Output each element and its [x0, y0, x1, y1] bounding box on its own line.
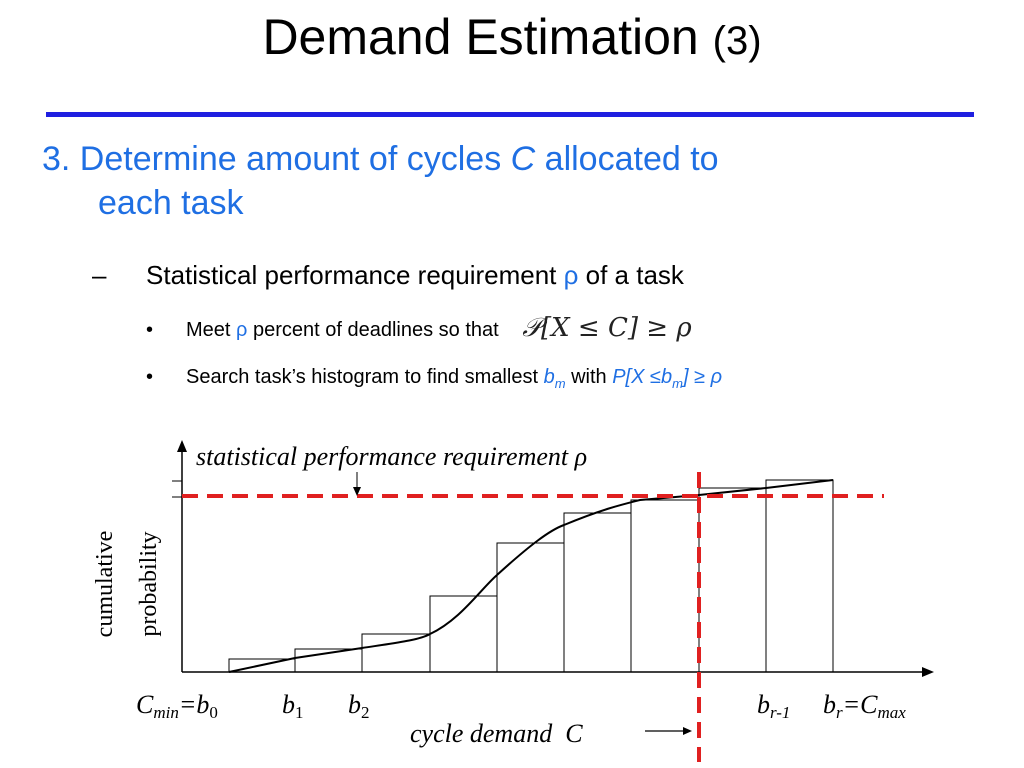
tick-br-cmax: br=Cmax [823, 690, 906, 722]
x-tick-labels: Cmin=b0 b1 b2 br-1 br=Cmax [136, 690, 906, 722]
xlabel: cycle demand C [410, 719, 583, 748]
tick-cmin-b0: Cmin=b0 [136, 690, 218, 722]
histogram-bar [496, 542, 565, 673]
heading-line-2: each task [98, 184, 244, 222]
title-divider [46, 112, 974, 117]
requirement-pointer-head [353, 487, 361, 496]
slide-title: Demand Estimation (3) [262, 9, 762, 65]
tick-br-1: br-1 [757, 690, 790, 722]
cycle-demand-pointer-head [683, 727, 692, 735]
histogram-bar [563, 512, 632, 673]
histogram-bar [630, 499, 700, 673]
requirement-label: statistical performance requirement ρ [196, 442, 587, 471]
bullet-marker: • [146, 319, 154, 341]
sub-point: – Statistical performance requirement ρ o… [92, 260, 684, 290]
histogram-bars [228, 479, 834, 673]
ylabel-line1: cumulative [92, 531, 118, 638]
bullet-meet: • Meet ρ percent of deadlines so that 𝒫[X… [146, 313, 692, 343]
tick-b2: b2 [348, 690, 370, 722]
tick-b1: b1 [282, 690, 304, 722]
histogram-bar [361, 633, 431, 673]
main-heading: 3. Determine amount of cycles C allocate… [42, 137, 719, 225]
histogram-bar [429, 595, 498, 673]
ylabel-line2: probability [136, 531, 162, 636]
dash-marker: – [92, 260, 107, 290]
heading-variable-c: C [510, 140, 536, 178]
histogram-bar [698, 487, 767, 673]
search-formula: P[X ≤bm] ≥ ρ [612, 366, 723, 391]
rho-symbol: ρ [563, 260, 579, 290]
slide-title-suffix: (3) [712, 19, 762, 63]
y-axis-arrowhead [177, 440, 187, 452]
cdf-curve [228, 479, 834, 673]
histogram-bar [765, 479, 834, 673]
x-axis-arrowhead [922, 667, 934, 677]
bullet-search: • Search task’s histogram to find smalles… [146, 366, 723, 391]
probability-formula: 𝒫[X ≤ C] ≥ ρ [522, 313, 692, 343]
bullet-marker: • [146, 366, 154, 388]
